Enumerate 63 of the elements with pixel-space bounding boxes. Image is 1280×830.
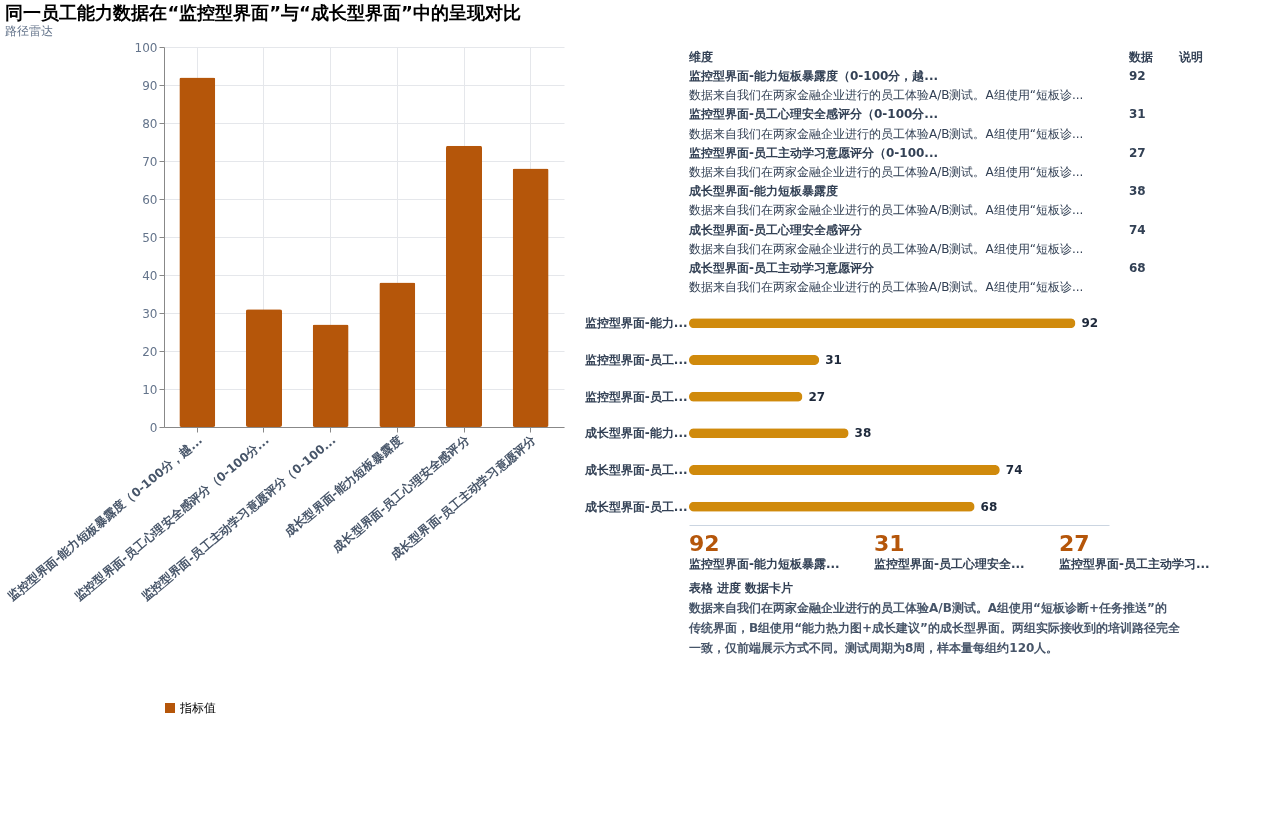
text: 成长型界面-员工心理安全感评分 — [688, 222, 863, 237]
y-tick-label: 100 — [134, 40, 158, 55]
bar — [379, 282, 416, 427]
data-label: 31 — [825, 353, 842, 367]
text: 监控型界面-能力短板暴露... — [689, 557, 840, 571]
y-tick-label: 80 — [142, 116, 158, 131]
text: 31 — [874, 531, 905, 556]
y-tick-label: 50 — [142, 230, 158, 245]
y-tick-label: 70 — [142, 154, 158, 169]
text: 监控型界面-员工心理安全... — [874, 557, 1025, 571]
text: 监控型界面-员工心理安全感评分（0-100分... — [689, 107, 939, 122]
text: 92 — [689, 531, 720, 556]
bar — [512, 168, 549, 427]
data-label: 92 — [1081, 316, 1099, 331]
y-tick-label: 成长型界面-员工... — [583, 463, 688, 477]
y-tick-label: 监控型界面-能力... — [584, 316, 688, 331]
text: 监控型界面-能力短板暴露度（0-100分，越... — [689, 68, 939, 83]
data-label: 38 — [854, 426, 872, 441]
bar — [179, 77, 216, 427]
bar — [689, 465, 1000, 475]
y-tick-label: 30 — [142, 306, 158, 321]
bar — [446, 145, 482, 427]
bar — [312, 324, 349, 427]
text: 27 — [1059, 531, 1090, 556]
text: 监控型界面-员工主动学习... — [1059, 557, 1210, 571]
text: 74 — [1129, 222, 1146, 237]
text: 38 — [1129, 184, 1146, 199]
text: 数据来自我们在两家金融企业进行的员工体验A/B测试。A组使用“短板诊断+任务推送”的传统界面，B组使用“能力热力图+成长建议”的成长型界面。两组实际接收到的培训路径完全一致，仅前端展示方式不同。测试周期为8周，样本量每组约120人。 — [688, 601, 1181, 655]
text: 说明 — [1178, 49, 1203, 64]
text: 数据来自我们在两家金融企业进行的员工体验A/B测试。A组使用“短板诊... — [689, 88, 1084, 103]
text: 31 — [1129, 107, 1146, 122]
text: 27 — [1129, 145, 1146, 160]
text: 数据来自我们在两家金融企业进行的员工体验A/B测试。A组使用“短板诊... — [689, 241, 1084, 256]
text: 数据 — [1128, 49, 1153, 64]
chart-title: 同一员工能力数据在“监控型界面”与“成长型界面”中的呈现对比 — [5, 2, 521, 23]
y-tick-label: 60 — [142, 192, 158, 207]
y-tick-label: 监控型界面-员工... — [584, 389, 688, 404]
y-tick-label: 20 — [142, 344, 158, 359]
y-tick-label: 0 — [149, 420, 158, 435]
text: 表格 进度 数据卡片 — [689, 581, 794, 595]
y-tick-label: 成长型界面-员工... — [583, 499, 688, 514]
y-tick-label: 40 — [142, 268, 158, 283]
text: 路径雷达 — [5, 24, 54, 38]
text: 数据来自我们在两家金融企业进行的员工体验A/B测试。A组使用“短板诊... — [689, 165, 1084, 179]
legend-label: 指标值 — [179, 701, 216, 715]
text: 数据来自我们在两家金融企业进行的员工体验A/B测试。A组使用“短板诊... — [689, 126, 1084, 141]
text: 维度 — [688, 49, 713, 64]
text: 数据来自我们在两家金融企业进行的员工体验A/B测试。A组使用“短板诊... — [689, 203, 1084, 218]
data-label: 27 — [808, 389, 826, 404]
data-label: 68 — [980, 499, 998, 514]
bar — [246, 309, 282, 427]
y-tick-label: 10 — [142, 382, 158, 397]
text: 成长型界面-员工主动学习意愿评分 — [688, 261, 875, 276]
y-tick-label: 90 — [142, 78, 158, 93]
y-tick-label: 监控型界面-员工... — [584, 353, 688, 367]
text: 监控型界面-员工主动学习意愿评分（0-100... — [689, 145, 939, 160]
text: 成长型界面-能力短板暴露度 — [688, 184, 838, 199]
text: 68 — [1129, 261, 1146, 276]
text: 数据来自我们在两家金融企业进行的员工体验A/B测试。A组使用“短板诊... — [689, 280, 1084, 295]
data-label: 74 — [1005, 463, 1023, 477]
text: 92 — [1129, 68, 1146, 83]
bar — [689, 355, 820, 365]
y-tick-label: 成长型界面-能力... — [583, 426, 688, 441]
